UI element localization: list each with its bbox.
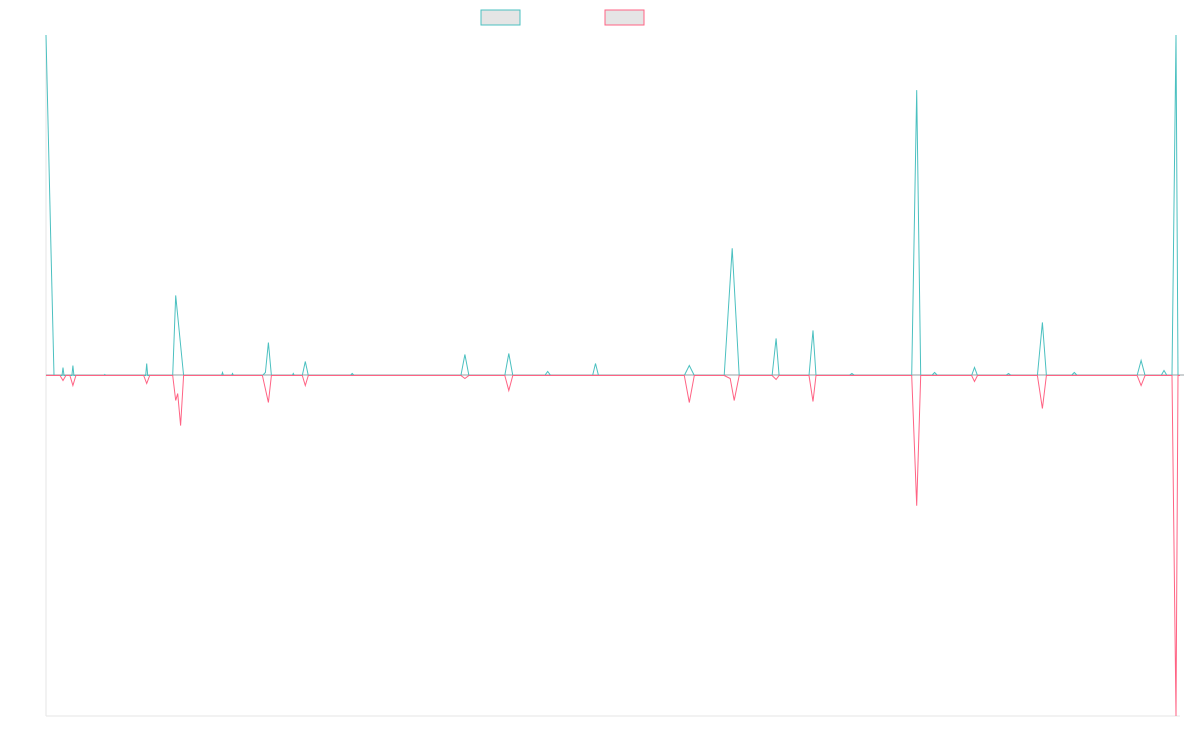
plot-series xyxy=(45,34,1180,717)
series-line-2 xyxy=(46,375,1180,717)
legend xyxy=(480,9,645,26)
series-line-1 xyxy=(45,34,1180,376)
legend-swatch-1[interactable] xyxy=(480,9,521,26)
legend-swatch-2[interactable] xyxy=(604,9,645,26)
